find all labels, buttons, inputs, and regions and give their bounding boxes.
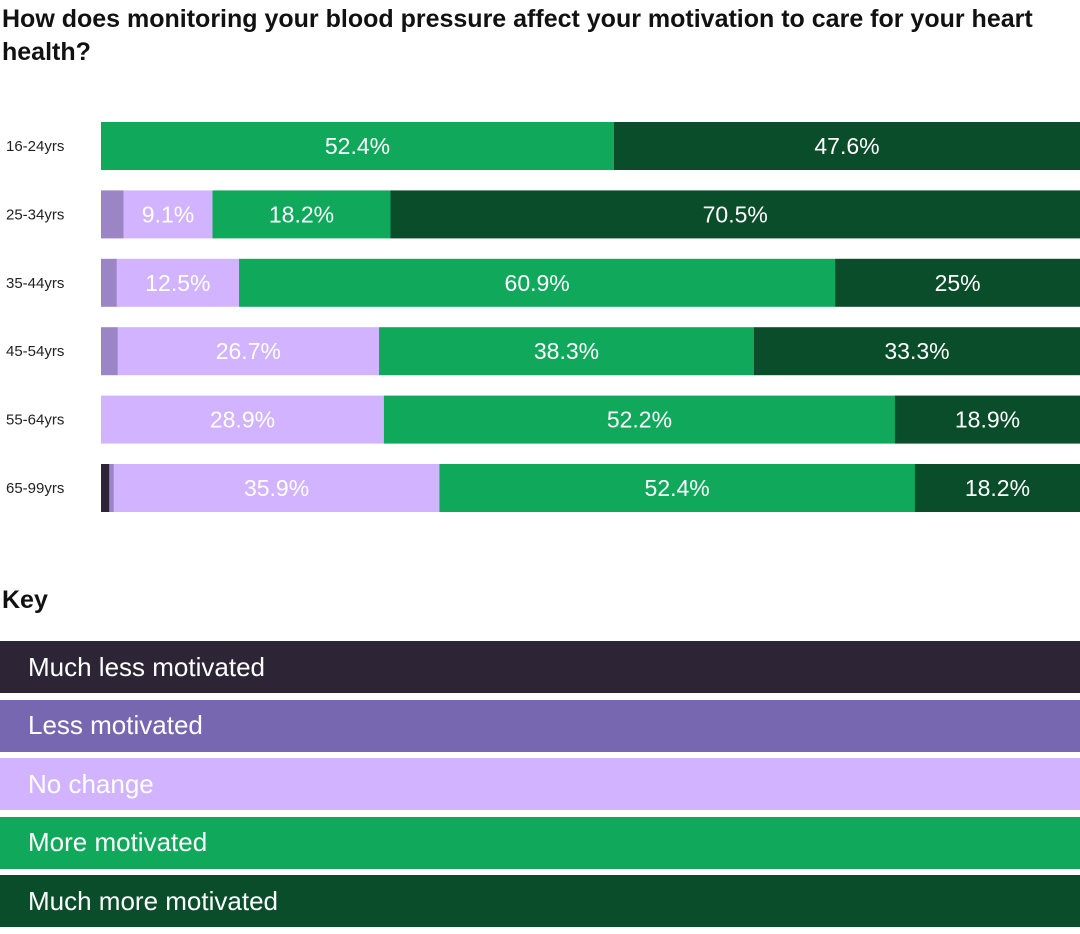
data-label: 38.3%: [534, 338, 599, 364]
bar-segment: [101, 190, 124, 239]
bar-segment: [101, 395, 385, 444]
chart-title: How does monitoring your blood pressure …: [2, 5, 1033, 66]
bar-segment: [109, 464, 115, 512]
data-label: 47.6%: [814, 133, 879, 159]
data-label: 25%: [935, 270, 981, 296]
category-label: 55-64yrs: [6, 412, 64, 429]
legend-label: Much less motivated: [28, 651, 265, 682]
bar-segment: [101, 122, 615, 170]
bar-segment: [390, 190, 1080, 239]
category-label: 35-44yrs: [6, 275, 64, 292]
data-label: 52.4%: [325, 133, 390, 159]
data-label: 52.2%: [607, 407, 672, 433]
bar-segment: [439, 464, 916, 512]
data-label: 12.5%: [145, 270, 210, 296]
bar-segment: [383, 395, 896, 444]
data-label: 18.2%: [965, 475, 1030, 501]
key-heading: Key: [2, 586, 48, 614]
data-label: 28.9%: [210, 407, 275, 433]
bar-segment: [101, 464, 110, 512]
data-label: 70.5%: [703, 201, 768, 227]
bar-segment: [914, 464, 1080, 512]
data-label: 60.9%: [505, 270, 570, 296]
legend-item: Much more motivated: [0, 875, 1080, 927]
legend-item: Less motivated: [0, 699, 1080, 752]
bar-segment: [835, 258, 1080, 307]
data-label: 35.9%: [244, 475, 309, 501]
category-label: 16-24yrs: [6, 138, 64, 155]
category-label: 45-54yrs: [6, 343, 64, 360]
data-label: 18.2%: [269, 201, 334, 227]
bar-segment: [239, 258, 836, 307]
bar-segment: [117, 327, 380, 376]
data-label: 52.4%: [645, 475, 710, 501]
bar-segment: [613, 122, 1080, 170]
bar-segment: [123, 190, 213, 239]
legend-item: Much less motivated: [0, 641, 1080, 693]
legend-item: More motivated: [0, 816, 1080, 869]
legend: Much less motivated Less motivated No chan…: [0, 641, 1080, 934]
legend-label: Less motivated: [28, 710, 203, 740]
legend-label: More motivated: [28, 827, 208, 857]
bar-segment: [753, 327, 1080, 376]
legend-item: No change: [0, 758, 1080, 810]
bar-segment: [379, 327, 755, 376]
data-label: 18.9%: [955, 407, 1020, 433]
bar-segment: [101, 327, 119, 376]
category-label: 25-34yrs: [6, 206, 64, 223]
bar-segment: [116, 258, 240, 307]
bar-segment: [113, 464, 440, 512]
data-label: 9.1%: [142, 201, 194, 227]
bar-segment: [212, 190, 391, 239]
data-label: 26.7%: [216, 338, 281, 364]
stacked-bar-chart: 16-24yrs 52.4% 47.6% 25-34yrs 9.1% 18.2% 70.5%…: [6, 122, 1080, 512]
bar-segment: [101, 258, 118, 307]
bar-segment: [894, 395, 1080, 444]
legend-label: Much more motivated: [28, 885, 278, 916]
category-label: 65-99yrs: [6, 480, 64, 497]
data-label: 33.3%: [884, 338, 949, 364]
legend-label: No change: [28, 768, 154, 799]
